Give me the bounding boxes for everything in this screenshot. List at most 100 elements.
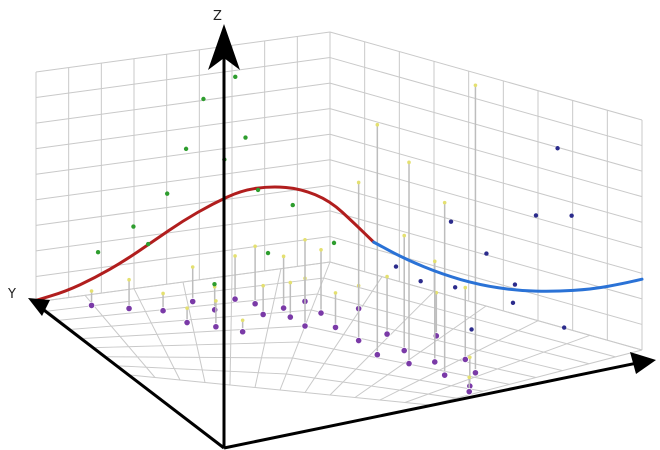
left-wall-grid-hline [35,235,331,277]
scatter-point [131,224,136,229]
right-wall-grid-hline [329,57,643,147]
stem-base-marker [383,330,391,338]
stem-tip [127,277,131,282]
scatter-point [290,202,295,208]
stem-tip [385,274,389,279]
floor-grid-vline [71,309,563,372]
scatter-point [533,213,539,218]
right-wall-grid-hline [329,133,643,223]
x-axis-line [223,360,643,450]
stem-tip [463,285,468,290]
curve-blue [372,240,644,293]
stem-tip [261,283,265,288]
stem-base-marker [183,318,191,327]
stem-base-marker [211,306,219,314]
stem-base-marker [251,300,259,308]
scatter-point [448,219,454,224]
scatter-point [201,96,206,102]
scatter-point [393,264,399,269]
scatter-point [418,278,423,284]
curve-red [34,185,376,302]
stem-base-marker [279,304,288,312]
stem-tip [233,254,237,258]
stem-base-marker [465,388,473,396]
scatter-point [145,241,151,247]
scatter-point [243,135,248,140]
scatter-point [183,146,189,152]
stem-tip [333,291,338,295]
stem-base-marker [231,295,239,303]
stem-base-marker [471,369,480,377]
floor-grid-vline [129,374,431,406]
stem-base-marker [373,351,381,359]
scatter-point [469,327,474,332]
stem-tip [407,160,411,165]
stem-tip [240,318,245,323]
stem-base-marker [125,304,133,313]
y-axis-line [35,302,225,450]
scatter-point [255,187,261,193]
stem-tip [303,237,307,242]
right-wall-grid-hline [329,31,643,121]
scatter-point [561,325,567,330]
stem-tip [185,306,189,310]
right-wall-grid-hline [329,184,643,274]
stem-tip [319,248,323,252]
stem-lines [87,83,480,396]
z-axis-arrow [208,24,240,70]
left-wall-grid-hline [35,159,331,201]
stem-tip [375,122,380,127]
stem-tip [473,83,478,88]
stem-base-marker [331,323,340,332]
x-axis-arrow [630,352,656,374]
stem-tip [432,259,437,264]
stem-tip [161,291,165,296]
stem-tip [288,280,293,285]
floor-grid-vline [59,293,590,365]
right-wall-grid-hline [329,159,643,249]
scatter-point [452,285,458,290]
stem-tip [89,289,94,293]
stem-base-marker [286,313,294,321]
back-grid [35,31,643,351]
curves [34,185,644,302]
right-wall-grid-hline [329,82,643,172]
left-wall-grid-hline [35,31,331,73]
scatter-point [555,146,560,151]
floor-grid-vline [94,341,510,385]
stem-base-marker [301,322,309,330]
scatter-point [569,213,574,218]
left-wall-grid-hline [35,82,331,124]
stem-base-marker [239,328,247,336]
scatter-point [484,251,489,256]
scatter-point [233,74,238,80]
right-wall-grid-hline [329,108,643,198]
stem-tip [402,233,407,238]
stem-base-marker [189,297,197,306]
scatter-point [265,250,271,256]
stem-base-marker [400,346,408,355]
stem-tip [281,254,286,259]
stem-tip [190,265,195,269]
y-axis-label: Y [7,287,16,302]
stem-tip [442,200,447,205]
y-axis-arrow [28,298,50,316]
stem-tip [356,180,361,185]
left-wall-grid-hline [35,184,331,226]
left-wall-grid-hline [35,133,331,175]
stem-base-marker [405,359,413,368]
scatter-point [164,191,170,196]
stem-base-marker [431,358,439,366]
stem-base-marker [461,355,469,364]
floor-grid-vline [106,356,484,392]
stem-base-marker [317,309,325,317]
stem-base-marker [259,310,267,319]
stem-base-marker [87,301,96,310]
floor-grid-vline [47,277,616,358]
stem-base-marker [212,323,220,331]
stem-tip [468,355,472,360]
axes: Z Y [7,9,656,450]
scatter-point [212,281,217,287]
left-wall-grid-hline [35,57,331,99]
